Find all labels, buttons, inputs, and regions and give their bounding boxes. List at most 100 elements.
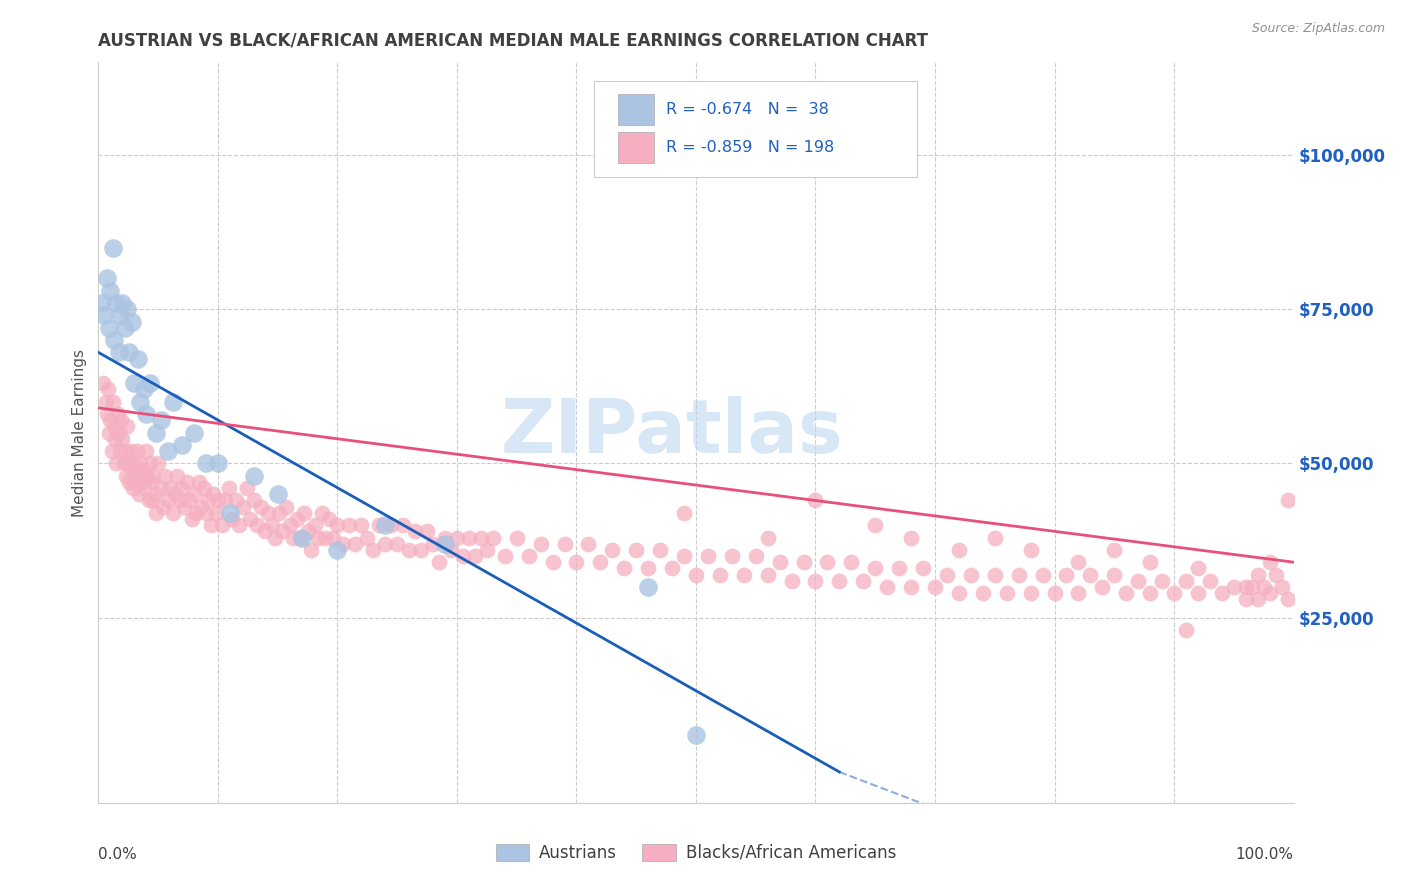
- Point: [1043, 586, 1066, 600]
- Point: [1152, 574, 1174, 588]
- Point: [440, 542, 463, 557]
- Point: [1091, 580, 1114, 594]
- Point: [876, 580, 898, 594]
- Point: [613, 561, 636, 575]
- Point: [267, 487, 290, 501]
- Text: ZIPatlas: ZIPatlas: [501, 396, 844, 469]
- Point: [162, 394, 184, 409]
- Point: [239, 512, 262, 526]
- Point: [554, 536, 576, 550]
- Point: [193, 481, 215, 495]
- Point: [1115, 586, 1137, 600]
- Point: [292, 506, 315, 520]
- Point: [673, 549, 696, 563]
- Point: [200, 518, 222, 533]
- Point: [984, 531, 1007, 545]
- Point: [107, 345, 129, 359]
- Point: [948, 586, 970, 600]
- Point: [97, 383, 120, 397]
- Point: [1187, 586, 1209, 600]
- Point: [253, 524, 276, 539]
- Point: [138, 493, 160, 508]
- Point: [98, 320, 121, 334]
- Point: [207, 493, 229, 508]
- Point: [183, 487, 205, 501]
- Point: [202, 487, 225, 501]
- Point: [111, 432, 134, 446]
- Point: [156, 493, 179, 508]
- Point: [948, 542, 970, 557]
- Point: [1211, 586, 1233, 600]
- Point: [648, 542, 672, 557]
- Point: [972, 586, 994, 600]
- Point: [852, 574, 875, 588]
- Point: [190, 500, 212, 514]
- Point: [768, 555, 790, 569]
- Legend: Austrians, Blacks/African Americans: Austrians, Blacks/African Americans: [489, 837, 903, 869]
- Point: [339, 518, 361, 533]
- Point: [1264, 567, 1286, 582]
- Text: 100.0%: 100.0%: [1236, 847, 1294, 863]
- Point: [91, 296, 114, 310]
- Point: [246, 518, 269, 533]
- Point: [385, 536, 409, 550]
- Point: [1258, 555, 1281, 569]
- Point: [176, 475, 198, 489]
- Point: [1067, 586, 1090, 600]
- Point: [322, 531, 344, 545]
- Point: [118, 475, 141, 489]
- Point: [475, 542, 498, 557]
- Point: [470, 531, 492, 545]
- Point: [108, 309, 131, 323]
- Point: [517, 549, 540, 563]
- Point: [374, 518, 396, 533]
- Point: [142, 468, 165, 483]
- Point: [1019, 586, 1042, 600]
- Point: [179, 493, 201, 508]
- Point: [117, 457, 139, 471]
- Point: [132, 481, 155, 495]
- Point: [111, 296, 134, 310]
- Point: [756, 567, 779, 582]
- Point: [756, 531, 779, 545]
- Point: [422, 536, 444, 550]
- Point: [793, 555, 815, 569]
- Point: [380, 518, 402, 533]
- Point: [290, 531, 312, 545]
- Point: [1199, 574, 1222, 588]
- Point: [124, 376, 146, 391]
- Point: [637, 580, 659, 594]
- Point: [172, 438, 194, 452]
- Point: [143, 487, 166, 501]
- Point: [93, 309, 115, 323]
- Point: [733, 567, 755, 582]
- Point: [374, 536, 396, 550]
- Point: [129, 394, 152, 409]
- Text: R = -0.859   N = 198: R = -0.859 N = 198: [666, 140, 834, 155]
- Text: 0.0%: 0.0%: [98, 847, 138, 863]
- Point: [91, 376, 114, 391]
- Point: [398, 542, 420, 557]
- Point: [243, 493, 266, 508]
- Point: [458, 531, 481, 545]
- Point: [865, 561, 887, 575]
- Point: [804, 574, 827, 588]
- Point: [139, 376, 162, 391]
- Point: [250, 500, 273, 514]
- Point: [159, 481, 181, 495]
- Point: [204, 506, 226, 520]
- Point: [411, 542, 433, 557]
- Point: [350, 518, 373, 533]
- Point: [243, 468, 266, 483]
- Text: Source: ZipAtlas.com: Source: ZipAtlas.com: [1251, 22, 1385, 36]
- Point: [363, 542, 385, 557]
- Point: [307, 531, 329, 545]
- Point: [155, 468, 177, 483]
- Point: [124, 457, 146, 471]
- Point: [104, 432, 127, 446]
- Point: [1234, 592, 1257, 607]
- Point: [299, 542, 322, 557]
- Point: [1175, 574, 1198, 588]
- Point: [115, 468, 138, 483]
- Point: [110, 413, 132, 427]
